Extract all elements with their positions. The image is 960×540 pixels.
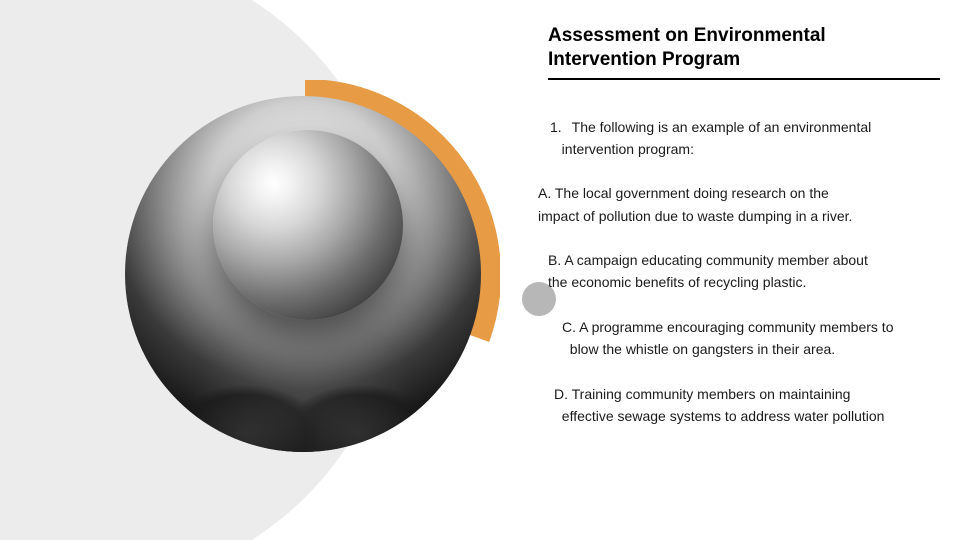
option-d-line-1: D. Training community members on maintai… xyxy=(554,386,850,402)
slide: Assessment on Environmental Intervention… xyxy=(0,0,960,540)
title-line-2: Intervention Program xyxy=(548,49,740,70)
option-b-line-2: the economic benefits of recycling plast… xyxy=(548,274,806,290)
option-b-line-1: B. A campaign educating community member… xyxy=(548,252,868,268)
option-b: B. A campaign educating community member… xyxy=(548,249,940,294)
question-line-2: intervention program: xyxy=(562,141,694,157)
title-line-1: Assessment on Environmental xyxy=(548,25,826,46)
question-stem: 1. The following is an example of an env… xyxy=(548,116,940,161)
option-c-line-2: blow the whistle on gangsters in their a… xyxy=(570,341,835,357)
option-a: A. The local government doing research o… xyxy=(538,182,940,227)
option-d: D. Training community members on maintai… xyxy=(554,383,950,428)
question-line-1: The following is an example of an enviro… xyxy=(572,119,872,135)
option-c-line-1: C. A programme encouraging community mem… xyxy=(562,319,893,335)
slide-title: Assessment on Environmental Intervention… xyxy=(548,24,940,80)
question-number: 1. xyxy=(550,116,568,138)
globe-in-hands-photo xyxy=(125,96,481,452)
option-a-line-2: impact of pollution due to waste dumping… xyxy=(538,208,852,224)
option-c: C. A programme encouraging community mem… xyxy=(562,316,950,361)
option-d-line-2: effective sewage systems to address wate… xyxy=(562,408,885,424)
option-a-line-1: A. The local government doing research o… xyxy=(538,185,829,201)
content-column: Assessment on Environmental Intervention… xyxy=(548,24,940,449)
